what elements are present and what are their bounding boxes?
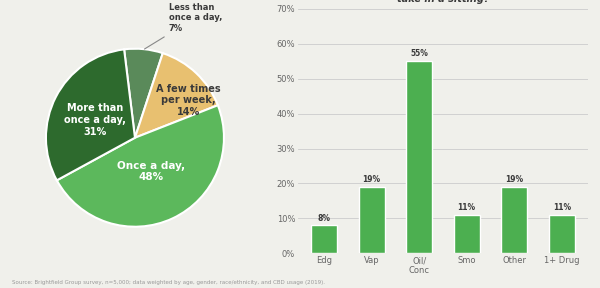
Wedge shape [124,49,163,138]
Text: Once a day,
48%: Once a day, 48% [117,161,185,182]
Bar [454,215,480,253]
Wedge shape [46,49,135,180]
Text: More than
once a day,
31%: More than once a day, 31% [64,103,126,137]
Text: 11%: 11% [458,203,476,212]
Bar [548,215,575,253]
Text: 19%: 19% [505,175,523,184]
Title: How much CBD do you typically
take in a sitting?: How much CBD do you typically take in a … [356,0,530,4]
Text: 11%: 11% [553,203,571,212]
Wedge shape [57,105,224,227]
Bar [406,61,432,253]
Text: 8%: 8% [317,214,331,223]
Text: Less than
once a day,
7%: Less than once a day, 7% [145,3,222,49]
Text: 19%: 19% [362,175,381,184]
Wedge shape [135,53,218,138]
Bar [311,226,337,253]
Bar [501,187,527,253]
Text: 55%: 55% [410,49,428,58]
Text: Source: Brightfield Group survey, n=5,000; data weighted by age, gender, race/et: Source: Brightfield Group survey, n=5,00… [12,280,325,285]
Bar [359,187,385,253]
Text: A few times
per week,
14%: A few times per week, 14% [156,84,221,117]
